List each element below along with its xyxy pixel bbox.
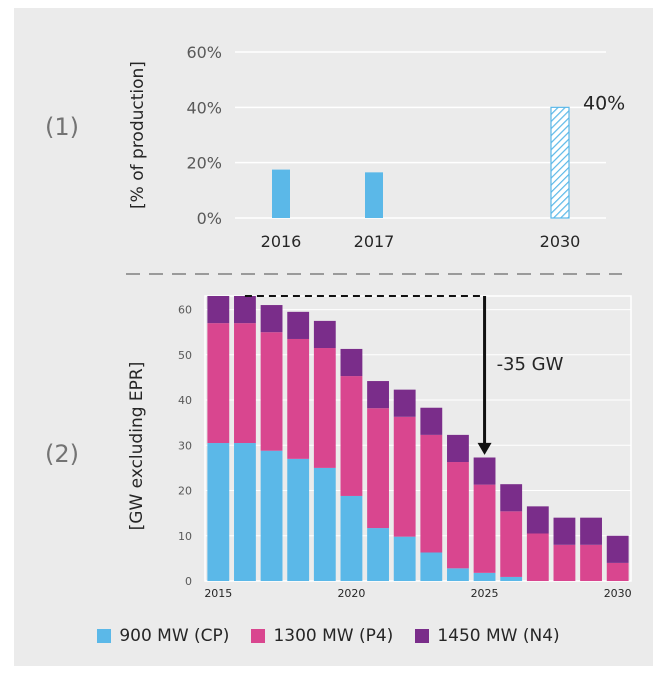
bar-p4-2019 xyxy=(313,348,336,468)
bar-n4-2025 xyxy=(473,457,496,485)
top-y-tick-label: 40% xyxy=(186,98,222,117)
top-bar-2030 xyxy=(550,106,570,219)
bar-cp-2017 xyxy=(260,450,283,581)
bottom-x-tick-label: 2020 xyxy=(337,587,365,600)
bar-cp-2016 xyxy=(234,443,256,581)
bar-cp-2023 xyxy=(420,552,443,581)
annotation-label: -35 GW xyxy=(497,354,564,375)
bar-n4-2028 xyxy=(553,517,576,545)
bar-cp-2026 xyxy=(500,576,523,581)
legend-item-cp: 900 MW (CP) xyxy=(97,626,229,646)
bar-n4-2020 xyxy=(340,348,363,377)
legend-swatch-cp xyxy=(97,629,112,643)
bottom-y-tick-label: 0 xyxy=(185,575,192,588)
bottom-y-tick-label: 40 xyxy=(178,394,192,407)
bar-n4-2021 xyxy=(367,381,389,409)
bar-n4-2022 xyxy=(393,389,416,417)
bar-n4-2024 xyxy=(447,434,469,463)
bottom-y-axis-label: [GW excluding EPR] xyxy=(127,362,147,531)
top-annotation-label: 40% xyxy=(583,92,625,114)
bar-cp-2021 xyxy=(367,528,389,581)
bottom-y-tick-label: 60 xyxy=(178,304,192,317)
top-bar-2017 xyxy=(365,172,383,218)
bar-p4-2015 xyxy=(207,323,230,444)
bar-n4-2030 xyxy=(606,535,629,563)
panel-label-top: (1) xyxy=(45,113,79,141)
bar-p4-2016 xyxy=(234,323,256,444)
top-y-tick-label: 20% xyxy=(186,154,222,173)
bar-n4-2023 xyxy=(420,407,443,435)
bar-p4-2027 xyxy=(526,533,549,581)
bar-cp-2015 xyxy=(207,443,230,581)
legend-label-n4: 1450 MW (N4) xyxy=(437,626,560,646)
bar-p4-2022 xyxy=(393,416,416,537)
bottom-y-tick-label: 50 xyxy=(178,349,192,362)
bar-p4-2018 xyxy=(287,338,310,459)
legend-item-p4: 1300 MW (P4) xyxy=(251,626,393,646)
bottom-y-tick-label: 30 xyxy=(178,439,192,452)
bar-n4-2015 xyxy=(207,296,230,324)
bottom-y-tick-label: 20 xyxy=(178,485,192,498)
legend-item-n4: 1450 MW (N4) xyxy=(415,626,560,646)
bar-p4-2017 xyxy=(260,332,283,451)
bar-p4-2020 xyxy=(340,376,363,496)
bar-n4-2026 xyxy=(500,484,523,512)
annotation-arrow-head xyxy=(477,442,492,455)
top-bar-2016 xyxy=(272,169,290,218)
bar-n4-2027 xyxy=(526,506,549,534)
bar-p4-2030 xyxy=(606,562,629,581)
top-y-tick-label: 60% xyxy=(186,43,222,62)
panel-label-bottom: (2) xyxy=(45,440,79,468)
bar-p4-2029 xyxy=(580,544,602,581)
bar-n4-2029 xyxy=(580,517,602,545)
bottom-x-tick-label: 2025 xyxy=(471,587,499,600)
bar-cp-2024 xyxy=(447,568,469,581)
bar-cp-2018 xyxy=(287,458,310,581)
legend-swatch-p4 xyxy=(251,629,266,643)
bar-cp-2025 xyxy=(473,572,496,581)
bottom-x-tick-label: 2030 xyxy=(604,587,632,600)
bottom-x-tick-label: 2015 xyxy=(204,587,232,600)
top-y-tick-label: 0% xyxy=(197,209,222,228)
top-x-tick-label: 2017 xyxy=(354,232,395,251)
bottom-y-tick-label: 10 xyxy=(178,530,192,543)
bar-p4-2026 xyxy=(500,511,523,577)
top-y-axis-label: [% of production] xyxy=(128,61,148,209)
top-x-tick-label: 2016 xyxy=(261,232,302,251)
bar-n4-2019 xyxy=(313,320,336,349)
bar-n4-2017 xyxy=(260,305,283,333)
bar-p4-2025 xyxy=(473,484,496,573)
bar-n4-2016 xyxy=(234,296,256,324)
legend-swatch-n4 xyxy=(415,629,430,643)
bar-p4-2021 xyxy=(367,408,389,529)
bar-p4-2024 xyxy=(447,462,469,569)
bar-n4-2018 xyxy=(287,311,310,339)
bar-p4-2028 xyxy=(553,544,576,581)
bar-cp-2020 xyxy=(340,495,363,581)
legend-label-p4: 1300 MW (P4) xyxy=(273,626,394,646)
bar-p4-2023 xyxy=(420,434,443,553)
legend-label-cp: 900 MW (CP) xyxy=(119,626,230,646)
bar-cp-2022 xyxy=(393,536,416,581)
legend: 900 MW (CP) 1300 MW (P4) 1450 MW (N4) xyxy=(0,626,657,646)
bar-cp-2019 xyxy=(313,467,336,581)
top-x-tick-label: 2030 xyxy=(540,232,581,251)
